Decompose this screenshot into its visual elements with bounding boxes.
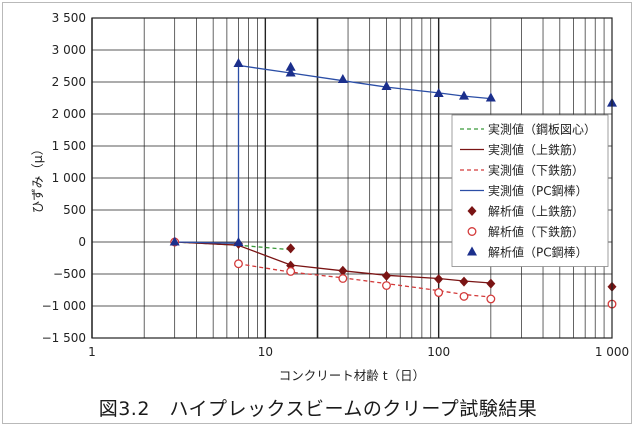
data-series — [169, 57, 617, 309]
legend: 実測値（鋼板図心） 実測値（上鉄筋） 実測値（下鉄筋） 実測値（PC鋼棒） 解析値（上鉄… — [451, 114, 609, 267]
data-point-circle — [459, 291, 469, 301]
data-point-circle — [382, 281, 391, 290]
figure-caption: 図3.2 ハイプレックスビームのクリープ試験結果 — [98, 398, 538, 420]
data-point-diamond — [381, 270, 391, 281]
y-tick-label: 3 000 — [52, 43, 86, 57]
data-point-circle — [338, 274, 348, 283]
y-tick-label: −500 — [53, 267, 86, 281]
y-tick-label: −1 500 — [42, 331, 86, 345]
data-point-triangle — [458, 90, 469, 100]
data-point-circle — [434, 288, 444, 298]
legend-entry-label: 解析値（下鉄筋） — [488, 224, 584, 239]
data-point-circle — [234, 259, 243, 269]
series-group — [174, 64, 491, 244]
data-point-diamond — [286, 243, 296, 254]
series-group — [174, 241, 491, 284]
data-point-circle — [286, 266, 296, 276]
plot-area-frame — [91, 17, 613, 339]
series-line — [174, 241, 491, 284]
data-point-circle — [467, 227, 477, 236]
data-point-triangle — [233, 237, 244, 247]
y-tick-label: 0 — [78, 235, 86, 249]
data-point-triangle — [433, 88, 444, 98]
y-tick-label: −1 000 — [42, 299, 86, 313]
legend-entry-label: 実測値（鋼板図心） — [488, 122, 596, 137]
data-point-triangle — [169, 236, 180, 246]
creep-test-chart: 3 500 3 000 2 500 2 000 1 500 1 000 500 0 −500 −1… — [30, 11, 630, 383]
y-tick-label: 500 — [63, 203, 86, 217]
data-point-diamond — [467, 206, 477, 216]
data-point-triangle — [467, 246, 477, 256]
data-point-diamond — [434, 274, 444, 285]
y-tick-label: 2 500 — [52, 75, 86, 89]
x-axis-label: コンクリート材齢 t（日） — [279, 368, 425, 383]
y-tick-label: 3 500 — [52, 11, 86, 25]
series-line — [174, 64, 491, 244]
x-tick-label: 100 — [427, 345, 450, 359]
data-point-triangle — [337, 73, 348, 83]
legend-entry-label: 解析値（上鉄筋） — [488, 204, 584, 219]
y-tick-label: 2 000 — [52, 107, 86, 121]
data-point-triangle — [285, 67, 296, 77]
data-point-diamond — [459, 276, 469, 287]
figure-frame — [2, 2, 632, 424]
data-point-triangle — [285, 61, 296, 71]
legend-entry-label: 実測値（下鉄筋） — [488, 163, 584, 178]
legend-entry-label: 実測値（上鉄筋） — [488, 142, 584, 157]
legend-entry-label: 解析値（PC鋼棒） — [488, 245, 588, 260]
data-point-circle — [486, 294, 496, 304]
y-axis-label: ひずみ（μ） — [30, 143, 45, 213]
data-point-triangle — [381, 80, 392, 90]
data-point-triangle — [485, 92, 496, 102]
data-point-triangle — [233, 57, 244, 67]
legend-entry-label: 実測値（PC鋼棒） — [488, 183, 588, 198]
data-point-diamond — [486, 278, 496, 289]
x-tick-label: 1 000 — [595, 345, 629, 359]
x-tick-label: 1 — [88, 345, 96, 359]
x-tick-label: 10 — [258, 345, 273, 359]
axis-ticks: 3 500 3 000 2 500 2 000 1 500 1 000 500 0 −500 −1… — [42, 11, 630, 359]
data-point-diamond — [338, 265, 348, 276]
y-tick-label: 1 500 — [52, 139, 86, 153]
y-tick-label: 1 000 — [52, 171, 86, 185]
